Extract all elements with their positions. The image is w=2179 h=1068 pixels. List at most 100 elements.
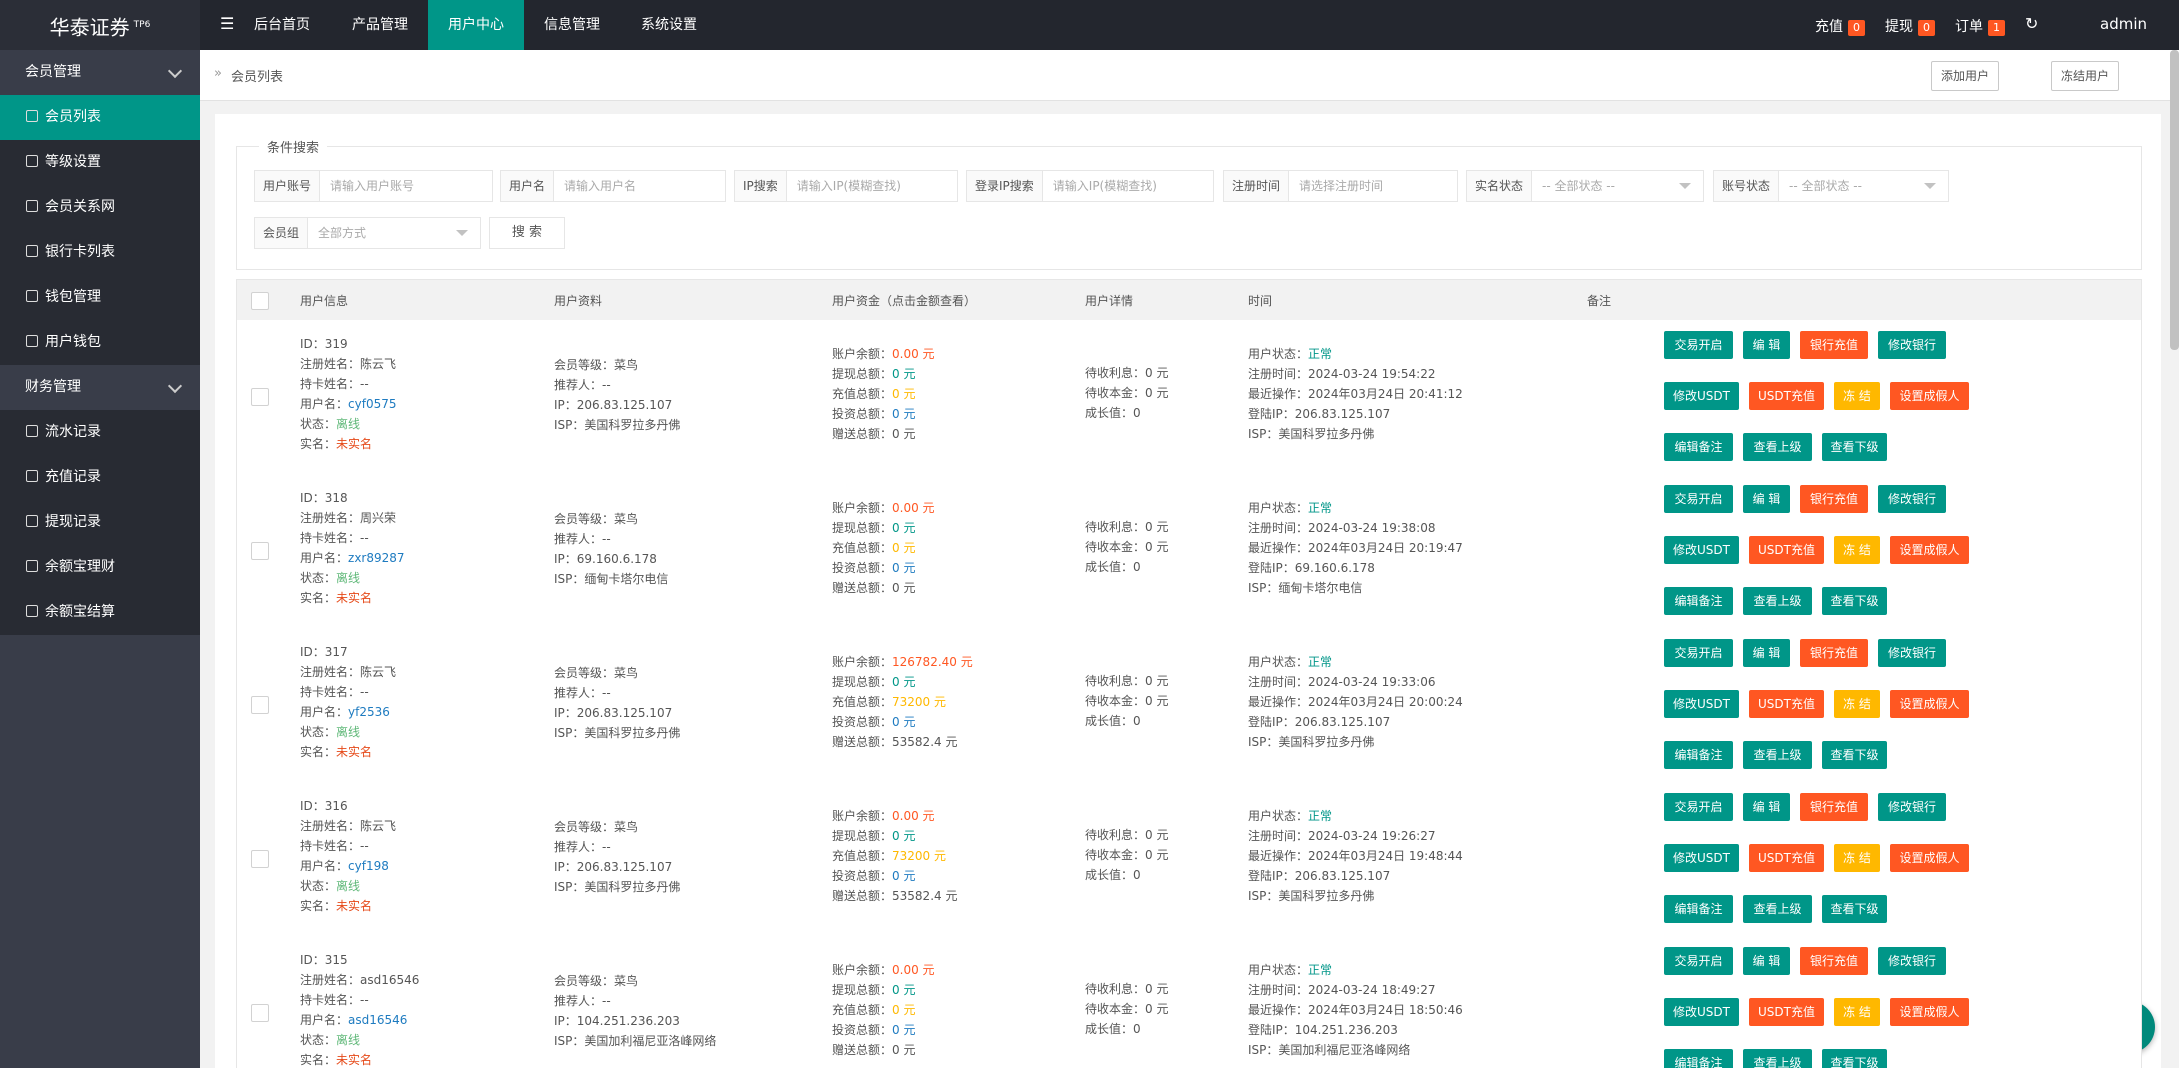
counter[interactable]: 订单 1 — [1955, 16, 2005, 36]
action-button[interactable]: 编 辑 — [1743, 639, 1790, 667]
action-button[interactable]: 银行充值 — [1800, 331, 1868, 359]
search-field[interactable]: 用户账号 请输入用户账号 — [254, 170, 493, 202]
search-button[interactable]: 搜 索 — [489, 217, 565, 249]
checkbox[interactable] — [251, 696, 269, 714]
menu-item[interactable]: 银行卡列表 — [0, 230, 200, 275]
action-button[interactable]: USDT充值 — [1749, 690, 1824, 718]
action-button[interactable]: 冻 结 — [1834, 382, 1880, 410]
nav-item[interactable]: 后台首页 — [254, 17, 310, 33]
action-button[interactable]: 编辑备注 — [1664, 587, 1733, 615]
action-button[interactable]: 设置成假人 — [1890, 690, 1969, 718]
action-button[interactable]: 交易开启 — [1664, 639, 1733, 667]
action-button[interactable]: 修改银行 — [1878, 639, 1946, 667]
action-button[interactable]: 编 辑 — [1743, 331, 1790, 359]
action-button[interactable]: 交易开启 — [1664, 485, 1733, 513]
menu-item[interactable]: 余额宝结算 — [0, 590, 200, 635]
checkbox[interactable] — [251, 292, 269, 310]
action-button[interactable]: 修改银行 — [1878, 331, 1946, 359]
menu-item[interactable]: 会员列表 — [0, 95, 200, 140]
action-button[interactable]: USDT充值 — [1749, 536, 1824, 564]
search-field[interactable]: 会员组 全部方式 — [254, 217, 481, 249]
action-button[interactable]: 修改银行 — [1878, 793, 1946, 821]
action-button[interactable]: 查看下级 — [1822, 433, 1887, 461]
counter[interactable]: 充值 0 — [1815, 16, 1865, 36]
toolbar-button[interactable]: 添加用户 — [1931, 61, 2000, 91]
action-button[interactable]: 银行充值 — [1800, 639, 1868, 667]
action-button[interactable]: 查看上级 — [1743, 741, 1812, 769]
action-button[interactable]: 修改银行 — [1878, 947, 1946, 975]
action-button[interactable]: 修改USDT — [1664, 844, 1739, 872]
action-button[interactable]: 冻 结 — [1834, 690, 1880, 718]
action-button[interactable]: 冻 结 — [1834, 998, 1880, 1026]
action-button[interactable]: 交易开启 — [1664, 331, 1733, 359]
action-button[interactable]: USDT充值 — [1749, 844, 1824, 872]
action-button[interactable]: 修改USDT — [1664, 998, 1739, 1026]
action-button[interactable]: 编 辑 — [1743, 947, 1790, 975]
action-button[interactable]: 设置成假人 — [1890, 998, 1969, 1026]
refresh[interactable]: ↻ — [2025, 14, 2039, 33]
menu-item[interactable]: 提现记录 — [0, 500, 200, 545]
detail-line: 待收利息：0 元 — [1085, 363, 1168, 383]
checkbox[interactable] — [251, 542, 269, 560]
action-button[interactable]: USDT充值 — [1749, 382, 1824, 410]
field-label: 待收利息： — [1085, 674, 1146, 688]
action-button[interactable]: 修改USDT — [1664, 690, 1739, 718]
menu-group[interactable]: 会员管理 — [0, 50, 200, 95]
checkbox[interactable] — [251, 850, 269, 868]
action-button[interactable]: 查看上级 — [1743, 1049, 1812, 1068]
action-button[interactable]: 查看下级 — [1822, 741, 1887, 769]
action-button[interactable]: 编辑备注 — [1664, 741, 1733, 769]
action-button[interactable]: 编 辑 — [1743, 485, 1790, 513]
search-field[interactable]: 实名状态 -- 全部状态 -- — [1466, 170, 1704, 202]
menu-item[interactable]: 充值记录 — [0, 455, 200, 500]
action-button[interactable]: 银行充值 — [1800, 947, 1868, 975]
search-field[interactable]: 用户名 请输入用户名 — [500, 170, 726, 202]
action-button[interactable]: 查看下级 — [1822, 895, 1887, 923]
search-field[interactable]: 注册时间 请选择注册时间 — [1223, 170, 1458, 202]
menu-toggle[interactable]: ☰ — [220, 14, 235, 33]
action-button[interactable]: 修改USDT — [1664, 382, 1739, 410]
action-button[interactable]: 冻 结 — [1834, 536, 1880, 564]
nav-item[interactable]: 系统设置 — [641, 17, 697, 33]
action-button[interactable]: 银行充值 — [1800, 793, 1868, 821]
menu-group[interactable]: 财务管理 — [0, 365, 200, 410]
action-button[interactable]: USDT充值 — [1749, 998, 1824, 1026]
menu-item[interactable]: 钱包管理 — [0, 275, 200, 320]
action-button[interactable]: 银行充值 — [1800, 485, 1868, 513]
user-name[interactable]: admin — [2100, 15, 2147, 33]
action-button[interactable]: 交易开启 — [1664, 793, 1733, 821]
action-button[interactable]: 编辑备注 — [1664, 433, 1733, 461]
action-button[interactable]: 修改USDT — [1664, 536, 1739, 564]
action-button[interactable]: 查看上级 — [1743, 433, 1812, 461]
action-button[interactable]: 设置成假人 — [1890, 536, 1969, 564]
nav-item[interactable]: 用户中心 — [428, 0, 524, 50]
action-button[interactable]: 修改银行 — [1878, 485, 1946, 513]
field-value: 0 元 — [892, 541, 916, 555]
search-field[interactable]: 登录IP搜索 请输入IP(模糊查找) — [966, 170, 1214, 202]
checkbox[interactable] — [251, 1004, 269, 1022]
toolbar-button[interactable]: 冻结用户 — [2051, 61, 2120, 91]
search-field[interactable]: IP搜索 请输入IP(模糊查找) — [734, 170, 958, 202]
action-button[interactable]: 交易开启 — [1664, 947, 1733, 975]
menu-item[interactable]: 会员关系网 — [0, 185, 200, 230]
action-button[interactable]: 查看下级 — [1822, 1049, 1887, 1068]
time-line: ISP：美国科罗拉多丹佛 — [1248, 886, 1374, 906]
menu-item[interactable]: 余额宝理财 — [0, 545, 200, 590]
search-field[interactable]: 账号状态 -- 全部状态 -- — [1713, 170, 1949, 202]
menu-item[interactable]: 流水记录 — [0, 410, 200, 455]
action-button[interactable]: 编辑备注 — [1664, 895, 1733, 923]
counter[interactable]: 提现 0 — [1885, 16, 1935, 36]
action-button[interactable]: 查看上级 — [1743, 895, 1812, 923]
action-button[interactable]: 查看下级 — [1822, 587, 1887, 615]
action-button[interactable]: 编 辑 — [1743, 793, 1790, 821]
action-button[interactable]: 查看上级 — [1743, 587, 1812, 615]
nav-item[interactable]: 信息管理 — [544, 17, 600, 33]
action-button[interactable]: 编辑备注 — [1664, 1049, 1733, 1068]
menu-item[interactable]: 等级设置 — [0, 140, 200, 185]
menu-item[interactable]: 用户钱包 — [0, 320, 200, 365]
action-button[interactable]: 设置成假人 — [1890, 382, 1969, 410]
checkbox[interactable] — [251, 388, 269, 406]
action-button[interactable]: 冻 结 — [1834, 844, 1880, 872]
nav-item[interactable]: 产品管理 — [352, 17, 408, 33]
action-button[interactable]: 设置成假人 — [1890, 844, 1969, 872]
